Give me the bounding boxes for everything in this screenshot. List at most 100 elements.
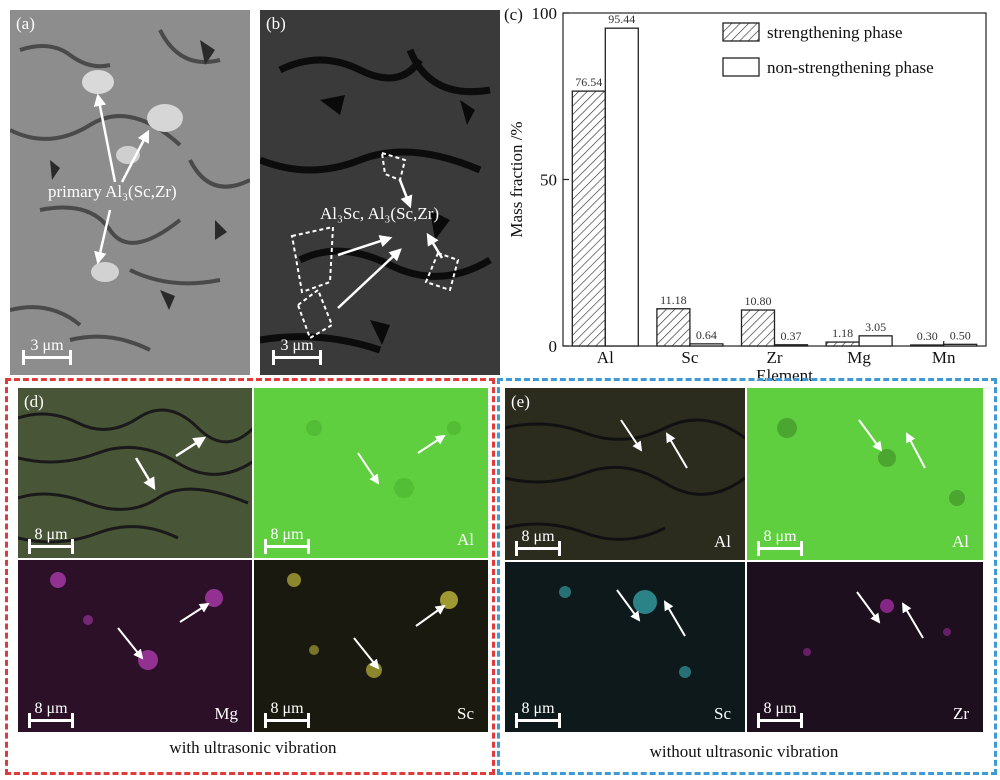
panel-b-scale-text: 3 μm: [280, 337, 314, 354]
y-tick-label: 50: [540, 171, 557, 190]
x-tick-label: Mg: [847, 348, 871, 367]
bar-value-label: 95.44: [608, 12, 635, 26]
panel-d-tile4-scale-text: 8 μm: [270, 700, 304, 717]
legend-label-non-strengthening: non-strengthening phase: [767, 58, 934, 77]
panel-b-micrograph: (b) Al₃Sc, Al₃(Sc,Zr) 3 μm: [260, 10, 500, 375]
panel-b-label: (b): [266, 14, 286, 33]
panel-e-tile3-scale-text: 8 μm: [521, 700, 555, 717]
panel-d-tile3-scale-bar: [28, 713, 74, 728]
panel-d-tile2-scale-bar: [264, 539, 310, 554]
bar-value-label: 0.50: [950, 328, 971, 342]
bar-non-strengthening-al: [604, 27, 639, 347]
panel-e-tile4-element: Zr: [952, 704, 969, 723]
panel-e-al-texture: [747, 388, 983, 560]
panel-d-tile3-scalebar: 8 μm: [28, 700, 74, 728]
panel-e-tile4-scale-bar: [757, 713, 803, 728]
x-tick-label: Zr: [766, 348, 782, 367]
bar-strengthening-mn: [910, 344, 945, 347]
bar-non-strengthening-mn: [943, 343, 978, 347]
panel-e-tile2-element: Al: [952, 532, 969, 551]
bar-strengthening-sc: [656, 308, 691, 347]
bar-non-strengthening-mg: [858, 335, 893, 347]
bar-non-strengthening-zr: [773, 344, 809, 347]
panel-d-tile-al-map: Al 8 μm: [254, 388, 488, 558]
bar-value-label: 11.18: [660, 293, 687, 307]
bar-value-label: 0.64: [696, 328, 717, 342]
panel-e-tile1-scale-text: 8 μm: [521, 528, 555, 545]
panel-d-tile2-element: Al: [457, 530, 474, 549]
panel-d-tile3-scale-text: 8 μm: [34, 700, 68, 717]
panel-e-tile-sc-map: Sc 8 μm: [505, 562, 745, 732]
panel-e-tile1-element: Al: [714, 532, 731, 551]
panel-a-micrograph: (a) primary Al₃(Sc,Zr) 3 μm: [10, 10, 250, 375]
panel-a-scale-bar: [22, 350, 72, 365]
panel-d-caption: with ultrasonic vibration: [169, 738, 337, 757]
panel-d-mg-texture: [18, 560, 252, 732]
panel-a-scalebar: 3 μm: [22, 337, 72, 365]
panel-e-tile3-scalebar: 8 μm: [515, 700, 561, 728]
panel-c-label: (c): [504, 5, 523, 24]
panel-e-label: (e): [511, 392, 530, 411]
panel-d-tile4-element: Sc: [457, 704, 474, 723]
panel-d-tile2-scale-text: 8 μm: [270, 526, 304, 543]
y-tick-label: 0: [549, 337, 558, 356]
bar-strengthening-zr: [740, 309, 776, 347]
bar-value-label: 0.30: [917, 329, 938, 343]
panel-e-tile3-scale-bar: [515, 713, 561, 728]
panel-b-texture: [260, 10, 500, 375]
panel-d-tile4-scalebar: 8 μm: [264, 700, 310, 728]
bar-value-label: 76.54: [575, 75, 602, 89]
panel-e-tile3-element: Sc: [714, 704, 731, 723]
panel-b-scale-bar: [272, 350, 322, 365]
panel-b-annotation: Al₃Sc, Al₃(Sc,Zr): [320, 204, 440, 223]
panel-a-scale-text: 3 μm: [30, 337, 64, 354]
panel-a-annotation: primary Al₃(Sc,Zr): [48, 182, 177, 201]
legend-label-strengthening: strengthening phase: [767, 23, 903, 42]
panel-d-sc-texture: [254, 560, 488, 732]
panel-d-tile3-element: Mg: [214, 704, 238, 723]
arrow: [134, 457, 156, 491]
panel-e-tile4-scalebar: 8 μm: [757, 700, 803, 728]
panel-d-tile4-scale-bar: [264, 713, 310, 728]
panel-e-tile-al-map: Al 8 μm: [747, 388, 983, 560]
y-tick-label: 100: [532, 4, 558, 23]
panel-e-zr-texture: [747, 562, 983, 732]
panel-e-tile4-scale-text: 8 μm: [763, 700, 797, 717]
legend-swatch-strengthening: [722, 22, 760, 42]
panel-d-sem-texture: [18, 388, 252, 558]
panel-d-label: (d): [24, 392, 44, 411]
panel-d-tile-mg-map: Mg 8 μm: [18, 560, 252, 732]
panel-e-tile-sem: (e) Al 8 μm: [505, 388, 745, 560]
panel-e-caption: without ultrasonic vibration: [649, 742, 839, 761]
panel-c-bar-chart: (c) 0 50 100 Mass fraction /% Al 76.54 95.44 Sc 1…: [504, 4, 987, 385]
x-tick-label: Sc: [681, 348, 698, 367]
bar-strengthening-al: [571, 90, 606, 347]
panel-d-tile1-scale-text: 8 μm: [34, 526, 68, 543]
bar-value-label: 10.80: [745, 294, 772, 308]
panel-d-tile-sem: (d) 8 μm: [18, 388, 252, 558]
panel-e-tile-zr-map: Zr 8 μm: [747, 562, 983, 732]
panel-e-tile2-scale-text: 8 μm: [763, 528, 797, 545]
panel-d-al-texture: [254, 388, 488, 558]
panel-e-tile1-scalebar: 8 μm: [515, 528, 561, 556]
bar-non-strengthening-sc: [689, 343, 724, 347]
panel-d-tile2-scalebar: 8 μm: [264, 526, 310, 554]
panel-d-tile1-scale-bar: [28, 539, 74, 554]
x-tick-label: Al: [597, 348, 614, 367]
panel-e-sc-texture: [505, 562, 745, 732]
panel-e-tile2-scale-bar: [757, 541, 803, 556]
panel-e-tile2-scalebar: 8 μm: [757, 528, 803, 556]
bar-value-label: 0.37: [781, 329, 802, 343]
panel-b-scalebar: 3 μm: [272, 337, 322, 365]
panel-d-tile-sc-map: Sc 8 μm: [254, 560, 488, 732]
panel-a-label: (a): [16, 14, 35, 33]
panel-d-tile1-scalebar: 8 μm: [28, 526, 74, 554]
panel-d-frame: [5, 378, 495, 775]
bar-strengthening-mg: [825, 341, 860, 347]
panel-e-frame: [497, 378, 997, 775]
panel-a-texture: [10, 10, 250, 375]
legend-swatch-non-strengthening: [722, 57, 760, 77]
y-axis-label: Mass fraction /%: [507, 121, 526, 237]
bar-value-label: 1.18: [832, 326, 853, 340]
bar-value-label: 3.05: [865, 320, 886, 334]
